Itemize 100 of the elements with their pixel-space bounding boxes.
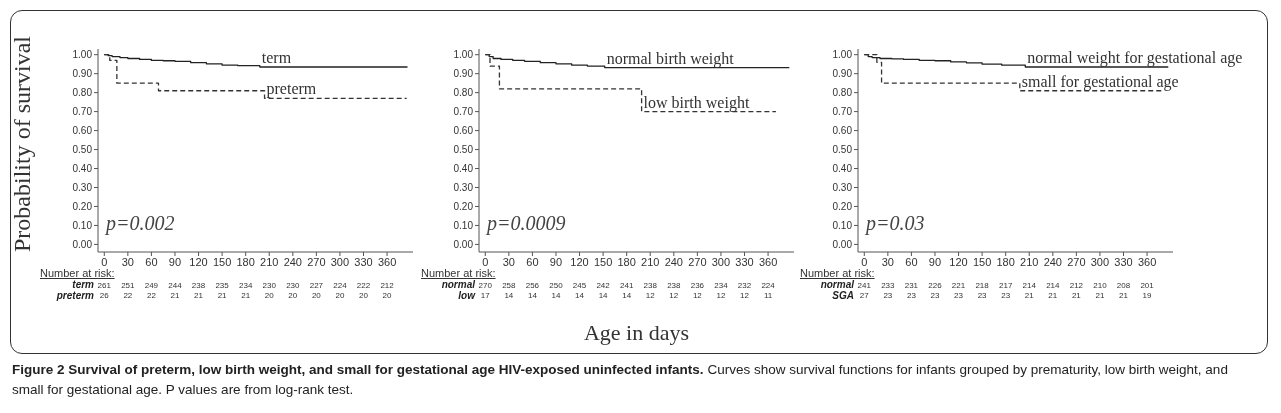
y-tick-label: 0.70 xyxy=(832,106,853,118)
x-tick-label: 240 xyxy=(664,255,683,268)
text: 201 xyxy=(1139,281,1155,290)
series-label: low birth weight xyxy=(643,93,750,112)
text: 234 xyxy=(238,281,254,290)
y-tick-label: 0.60 xyxy=(453,125,474,137)
x-tick-label: 300 xyxy=(1090,255,1110,268)
text: 21 xyxy=(1118,291,1129,300)
x-tick-label: 360 xyxy=(758,255,778,268)
text: 224 xyxy=(332,281,348,290)
text: Figure 2 Survival of preterm, low birth weight, and small for gestational age HIV-exposed uninfected infants. xyxy=(12,362,705,377)
x-tick-label: 0 xyxy=(482,255,489,268)
text: 12 xyxy=(739,291,750,300)
text: 221 xyxy=(950,281,967,290)
y-tick-label: 0.60 xyxy=(72,125,93,137)
text: SGA xyxy=(832,290,854,301)
text: 231 xyxy=(903,281,920,290)
text: 14 xyxy=(503,291,515,300)
text: 238 xyxy=(642,281,658,290)
text: 234 xyxy=(713,281,729,290)
x-tick-label: 150 xyxy=(593,255,613,268)
text: 27 xyxy=(859,291,869,300)
text: term xyxy=(72,279,94,290)
text: 222 xyxy=(355,281,372,290)
text: 210 xyxy=(1092,281,1108,290)
x-tick-label: 270 xyxy=(688,255,707,268)
text: 26 xyxy=(99,291,109,300)
text: 12 xyxy=(715,291,727,300)
text: 14 xyxy=(597,291,609,300)
x-tick-label: 270 xyxy=(1067,255,1086,268)
x-tick-label: 90 xyxy=(549,255,563,268)
annotation: p=0.03 xyxy=(866,212,925,236)
text: 242 xyxy=(595,281,611,290)
text: 22 xyxy=(145,291,157,300)
text: Number at risk: xyxy=(421,267,496,279)
y-tick-label: 0.60 xyxy=(832,125,853,137)
text: 20 xyxy=(287,291,299,300)
text: 14 xyxy=(621,291,633,300)
text: Number at risk: xyxy=(40,267,115,279)
series-label: normal birth weight xyxy=(606,49,735,68)
text: 241 xyxy=(857,281,871,290)
y-axis-title: Probability of survival xyxy=(8,36,36,252)
text: 256 xyxy=(524,281,541,290)
text: 232 xyxy=(736,281,753,290)
text: 235 xyxy=(214,281,230,290)
x-tick-label: 30 xyxy=(881,255,894,268)
text: 227 xyxy=(308,281,325,290)
y-tick-label: 0.20 xyxy=(72,201,93,213)
text: 245 xyxy=(571,281,588,290)
text: 21 xyxy=(216,291,228,300)
series-label: term xyxy=(261,49,292,67)
x-tick-label: 0 xyxy=(101,255,108,268)
text: 19 xyxy=(1141,291,1153,300)
y-tick-label: 0.40 xyxy=(72,163,93,175)
text: 20 xyxy=(263,291,275,300)
x-tick-label: 60 xyxy=(145,255,158,268)
text: 23 xyxy=(1000,291,1012,300)
x-tick-label: 60 xyxy=(526,255,539,268)
text: 214 xyxy=(1045,281,1061,290)
y-tick-label: 0.10 xyxy=(832,219,853,231)
text: 236 xyxy=(689,281,706,290)
x-tick-label: 120 xyxy=(570,255,589,268)
y-tick-label: 0.40 xyxy=(453,163,474,175)
text: 270 xyxy=(478,281,492,290)
x-tick-label: 120 xyxy=(189,255,208,268)
text: 238 xyxy=(666,281,682,290)
text: 212 xyxy=(1068,281,1085,290)
y-tick-label: 0.40 xyxy=(832,163,853,175)
text: 217 xyxy=(998,281,1014,290)
series-label: normal weight for gestational age xyxy=(1027,49,1243,68)
y-tick-label: 0.80 xyxy=(72,87,93,99)
text: 241 xyxy=(619,281,635,290)
text: 21 xyxy=(1070,291,1082,300)
text: 214 xyxy=(1021,281,1037,290)
text: 233 xyxy=(880,281,896,290)
text: 249 xyxy=(143,281,160,290)
y-tick-label: 0.20 xyxy=(453,201,474,213)
text: 238 xyxy=(190,281,207,290)
text: 250 xyxy=(548,281,564,290)
text: 23 xyxy=(976,291,988,300)
x-tick-label: 330 xyxy=(1114,255,1133,268)
y-tick-label: 0.70 xyxy=(453,106,474,118)
x-tick-label: 180 xyxy=(996,255,1015,268)
y-tick-label: 0.10 xyxy=(72,219,93,231)
x-tick-label: 150 xyxy=(212,255,232,268)
text: 21 xyxy=(1094,291,1106,300)
text: 14 xyxy=(526,291,538,300)
x-axis-title: Age in days xyxy=(583,320,690,346)
text: 12 xyxy=(691,291,703,300)
x-tick-label: 330 xyxy=(354,255,373,268)
text: 23 xyxy=(905,291,917,300)
text: normal xyxy=(820,279,854,290)
text: 23 xyxy=(882,291,894,300)
x-tick-label: 30 xyxy=(502,255,515,268)
y-tick-label: 1.00 xyxy=(453,49,474,61)
text: 21 xyxy=(193,291,204,300)
y-tick-label: 0.30 xyxy=(72,182,93,194)
y-tick-label: 0.20 xyxy=(832,201,853,213)
text: 261 xyxy=(97,281,111,290)
y-tick-label: 0.50 xyxy=(832,144,853,156)
